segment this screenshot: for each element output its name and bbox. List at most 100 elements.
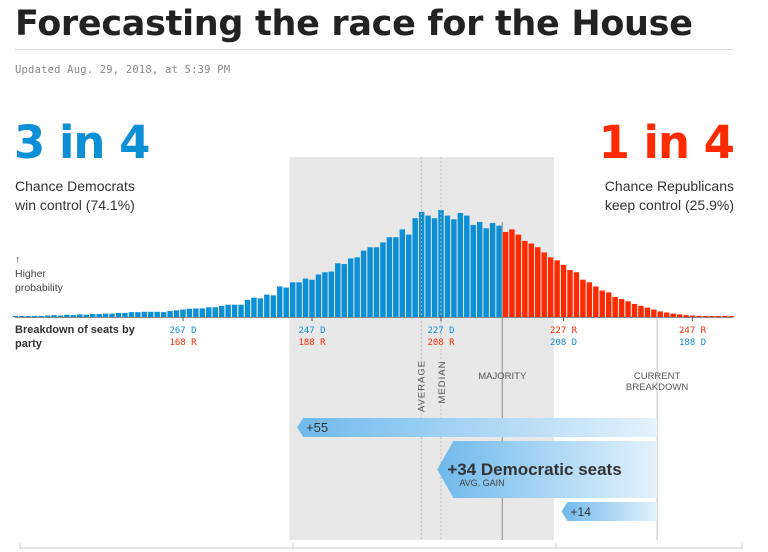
x-tick-label-top: 247 D	[298, 326, 325, 336]
histogram-bar	[341, 264, 347, 317]
histogram-bar	[180, 309, 186, 317]
histogram-bar	[309, 279, 315, 317]
y-label-higher: Higher	[15, 268, 46, 280]
histogram-bar	[535, 247, 541, 317]
histogram-bar	[186, 308, 193, 317]
x-tick-label-bottom: 208 D	[550, 338, 577, 348]
histogram-bar	[554, 260, 560, 317]
histogram-bar	[206, 307, 212, 317]
histogram-bar	[102, 313, 109, 317]
histogram-bar	[380, 242, 386, 317]
histogram-bar	[406, 234, 412, 317]
histogram-bar	[135, 312, 141, 317]
histogram-bar	[83, 314, 89, 317]
histogram-bar	[225, 304, 231, 317]
histogram-bar	[509, 229, 515, 317]
histogram-bar	[451, 219, 457, 317]
x-tick-label-top: 227 R	[550, 326, 578, 336]
histogram-bar	[367, 247, 373, 317]
updated-timestamp: Updated Aug. 29, 2018, at 5:39 PM	[15, 64, 231, 76]
histogram-bar	[251, 297, 257, 317]
histogram-bar	[580, 279, 586, 317]
histogram-bar	[567, 270, 573, 317]
histogram-bar	[599, 290, 605, 317]
x-tick-label-bottom: 188 R	[298, 338, 326, 348]
histogram-bar	[722, 316, 728, 317]
histogram-bar	[625, 301, 631, 317]
rep-odds-caption: Chance Republicans keep control (25.9%)	[605, 177, 734, 215]
histogram-bar	[31, 315, 38, 317]
histogram-bar	[89, 314, 96, 317]
histogram-bar	[12, 316, 19, 317]
histogram-bar	[399, 229, 406, 317]
dem-odds-line2: win control (74.1%)	[15, 197, 135, 213]
dem-odds-headline: 3 in 4	[14, 116, 150, 169]
gain-label: +55	[306, 420, 328, 435]
histogram-bar	[373, 247, 380, 317]
dem-odds-line1: Chance Democrats	[15, 178, 135, 194]
histogram-bar	[464, 215, 470, 317]
histogram-bar	[638, 305, 644, 317]
histogram-bar	[483, 228, 489, 317]
histogram-bar	[612, 296, 618, 317]
histogram-bar	[670, 313, 676, 317]
histogram-bar	[457, 212, 464, 317]
histogram-bar	[431, 218, 438, 317]
average-label: AVERAGE	[416, 360, 427, 412]
current-label-line1: CURRENT	[634, 371, 681, 382]
histogram-bar	[231, 304, 238, 317]
histogram-bar	[244, 299, 251, 317]
histogram-bar	[322, 272, 328, 317]
histogram-bar	[173, 310, 180, 317]
histogram-bar	[476, 221, 483, 317]
histogram-bar	[347, 258, 354, 317]
gain-arrow	[437, 441, 658, 498]
histogram-bar	[128, 312, 135, 317]
rep-odds-line1: Chance Republicans	[604, 178, 734, 194]
histogram-bar	[270, 295, 277, 317]
gain-arrow	[297, 418, 658, 437]
x-tick-label-top: 227 D	[427, 326, 454, 336]
histogram-bar	[683, 315, 689, 317]
histogram-bar	[489, 223, 496, 317]
histogram-bar	[728, 316, 734, 317]
histogram-bar	[696, 315, 702, 317]
histogram-bar	[573, 272, 580, 317]
histogram-bar	[57, 315, 64, 317]
histogram-bar	[257, 298, 264, 317]
median-label: MEDIAN	[437, 361, 448, 404]
histogram-bar	[283, 287, 289, 317]
histogram-bar	[115, 312, 122, 317]
rep-odds-line2: keep control (25.9%)	[604, 197, 734, 213]
histogram-bar	[386, 237, 393, 317]
histogram-bar	[393, 237, 399, 317]
histogram-bar	[709, 316, 715, 317]
y-label-probability: probability	[15, 282, 63, 294]
histogram-bar	[470, 224, 476, 317]
histogram-bar	[438, 210, 444, 317]
histogram-bar	[212, 307, 218, 317]
histogram-bar	[38, 315, 44, 317]
histogram-bar	[496, 225, 502, 317]
histogram-bar	[64, 314, 70, 317]
histogram-bar	[412, 218, 418, 317]
histogram-bar	[193, 308, 199, 317]
histogram-bar	[328, 271, 335, 317]
histogram-bar	[96, 314, 102, 317]
up-arrow-icon: ↑	[15, 254, 21, 266]
gain-label: +34 Democratic seats	[447, 460, 621, 479]
gain-label: +14	[571, 505, 592, 519]
histogram-bar	[515, 234, 522, 317]
rep-odds-headline: 1 in 4	[598, 116, 735, 169]
histogram-bar	[141, 311, 148, 317]
title-divider	[15, 49, 733, 50]
histogram-bar	[296, 282, 302, 317]
histogram-bar	[676, 314, 683, 317]
histogram-bar	[586, 282, 593, 317]
gain-sublabel: AVG. GAIN	[459, 478, 504, 488]
histogram-bar	[664, 312, 670, 317]
histogram-bar	[160, 312, 167, 317]
histogram-bar	[502, 231, 509, 317]
histogram-bar	[631, 303, 638, 317]
